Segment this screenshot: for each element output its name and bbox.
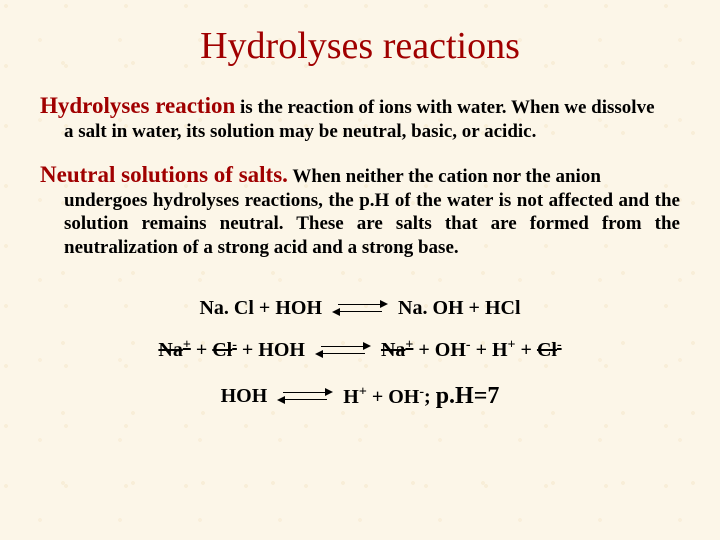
eq2-left: Na+ + Cl- + HOH [158,329,305,371]
eq2-na-strike-r: Na+ [381,339,413,361]
equation-1: Na. Cl + HOH Na. OH + HCl [40,287,680,329]
section-neutral: Neutral solutions of salts. When neither… [40,161,680,259]
title-text: Hydrolyses reactions [200,25,520,67]
section1-body-rest: a salt in water, its solution may be neu… [40,120,680,143]
equations-block: Na. Cl + HOH Na. OH + HCl Na+ + Cl- + HO… [40,287,680,421]
section2-body-rest: undergoes hydrolyses reactions, the p.H … [40,189,680,259]
equilibrium-arrow-icon [277,389,333,403]
equation-2: Na+ + Cl- + HOH Na+ + OH- + H+ + Cl- [40,329,680,371]
eq1-right: Na. OH + HCl [398,287,521,329]
eq3-right: H+ + OH-; p.H=7 [343,371,499,421]
page-title: Hydrolyses reactions [40,24,680,68]
section1-body-first: is the reaction of ions with water. When… [235,97,654,118]
equilibrium-arrow-icon [332,301,388,315]
equation-3: HOH H+ + OH-; p.H=7 [40,371,680,421]
section2-lead: Neutral solutions of salts. [40,162,288,187]
section2-body-first: When neither the cation nor the anion [288,166,601,187]
section-hydrolyses: Hydrolyses reaction is the reaction of i… [40,92,680,143]
eq2-cl-strike-r: Cl- [537,339,562,361]
ph-value: p.H=7 [436,383,500,409]
eq3-left: HOH [221,375,268,417]
equilibrium-arrow-icon [315,343,371,357]
eq2-na-strike: Na+ [158,339,190,361]
eq1-left: Na. Cl + HOH [199,287,322,329]
section1-lead: Hydrolyses reaction [40,93,235,118]
eq2-right: Na+ + OH- + H+ + Cl- [381,329,562,371]
eq2-cl-strike: Cl- [212,339,237,361]
